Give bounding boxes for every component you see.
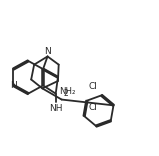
Text: Cl: Cl — [88, 82, 97, 91]
Text: NH: NH — [49, 104, 62, 113]
Text: N: N — [44, 47, 51, 56]
Text: N: N — [10, 81, 17, 90]
Text: NH₂: NH₂ — [59, 87, 75, 96]
Text: Cl: Cl — [89, 103, 97, 112]
Text: 2: 2 — [64, 89, 69, 98]
